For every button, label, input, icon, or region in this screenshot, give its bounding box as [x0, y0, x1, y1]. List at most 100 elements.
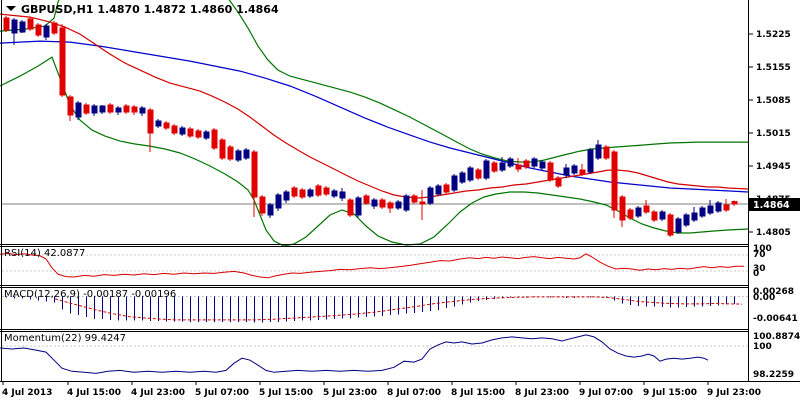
price-axis-label[interactable]: 1.4945	[756, 162, 791, 172]
price-axis-label[interactable]: 1.5155	[756, 63, 791, 73]
candle-body	[131, 106, 138, 113]
candle-body	[59, 27, 66, 96]
candle-body	[659, 211, 666, 220]
candle-body	[67, 96, 74, 116]
candle-body	[179, 127, 186, 135]
candle-body	[11, 19, 18, 34]
candle-body	[155, 120, 162, 127]
momentum-pane[interactable]	[0, 332, 748, 380]
candle-body	[107, 104, 114, 113]
rsi-pane[interactable]	[0, 247, 748, 285]
price-axis-label[interactable]: 1.5085	[756, 96, 791, 106]
candle-body	[507, 158, 514, 167]
candle-body	[35, 24, 42, 36]
candle-body	[595, 144, 602, 159]
candle-body	[363, 195, 370, 204]
candle-body	[451, 175, 458, 191]
price-axis-label[interactable]: 1.5225	[756, 30, 791, 40]
candle-body	[315, 185, 322, 196]
time-axis-label[interactable]: 9 Jul 15:00	[643, 388, 697, 398]
candle-body	[683, 214, 690, 226]
momentum-scale-label[interactable]: 100	[753, 342, 772, 352]
time-axis-label[interactable]: 8 Jul 23:00	[515, 388, 569, 398]
candle-body	[251, 151, 258, 198]
candle-body	[91, 105, 98, 114]
candle-body	[459, 172, 466, 183]
price-axis-label[interactable]: 1.5015	[756, 129, 791, 139]
time-scale-row[interactable]	[0, 382, 800, 400]
indicator-series-layer	[0, 252, 744, 374]
axis-labels-layer[interactable]: 1.52251.51551.50851.50151.49451.48751.48…	[2, 30, 800, 398]
candle-body	[19, 21, 26, 33]
candle-body	[75, 102, 82, 118]
candle-body	[187, 128, 194, 137]
rsi-scale-label[interactable]: 70	[753, 250, 766, 260]
momentum-line	[0, 334, 709, 374]
candle-body	[499, 162, 506, 171]
symbol-dropdown-icon[interactable]	[6, 6, 16, 11]
candle-body	[427, 187, 434, 204]
candle-body	[243, 149, 250, 159]
macd-scale-label[interactable]: 0.00268	[753, 287, 794, 297]
time-axis-label[interactable]: 8 Jul 07:00	[387, 388, 441, 398]
candle-body	[587, 149, 594, 173]
time-axis-label[interactable]: 9 Jul 07:00	[579, 388, 633, 398]
candle-body	[635, 207, 642, 217]
candle-body	[723, 204, 730, 211]
bid-price-box: 1.4864	[749, 198, 800, 211]
candle-body	[667, 214, 674, 236]
candles-layer	[3, 16, 738, 237]
time-axis-label[interactable]: 5 Jul 07:00	[195, 388, 249, 398]
rsi-scale-label[interactable]: 100	[753, 244, 772, 254]
time-axis-label[interactable]: 9 Jul 23:00	[707, 388, 761, 398]
macd-scale-label[interactable]: -0.00641	[753, 314, 798, 324]
time-axis-label[interactable]: 8 Jul 15:00	[451, 388, 505, 398]
time-axis-label[interactable]: 4 Jul 2013	[2, 388, 52, 398]
rsi-scale-label[interactable]: 30	[753, 264, 766, 274]
candle-body	[715, 202, 722, 212]
candle-body	[259, 196, 266, 214]
candle-body	[139, 107, 146, 114]
candle-body	[731, 200, 738, 205]
candle-body	[627, 209, 634, 219]
candle-body	[123, 105, 130, 113]
candle-body	[651, 211, 658, 221]
candle-body	[171, 125, 178, 134]
candle-body	[707, 205, 714, 214]
candle-body	[643, 205, 650, 213]
candle-body	[195, 130, 202, 138]
candle-body	[699, 207, 706, 217]
candle-body	[163, 122, 170, 129]
candle-body	[611, 151, 618, 211]
candle-body	[235, 150, 242, 161]
candle-body	[99, 105, 106, 113]
candle-body	[403, 195, 410, 211]
candle-body	[379, 199, 386, 208]
candle-body	[563, 167, 570, 176]
candle-body	[331, 190, 338, 197]
candle-body	[323, 187, 330, 195]
time-axis-label[interactable]: 4 Jul 15:00	[67, 388, 121, 398]
candle-body	[347, 199, 354, 216]
price-scale-column[interactable]	[749, 0, 800, 381]
candle-body	[619, 196, 626, 221]
price-axis-label[interactable]: 1.4805	[756, 228, 791, 238]
time-axis-label[interactable]: 4 Jul 23:00	[131, 388, 185, 398]
bid-price-box-bg	[749, 198, 800, 211]
candle-body	[491, 162, 498, 172]
time-axis-label[interactable]: 5 Jul 23:00	[323, 388, 377, 398]
time-axis-label[interactable]: 5 Jul 15:00	[259, 388, 313, 398]
momentum-scale-label[interactable]: 98.2259	[753, 370, 794, 380]
candle-body	[291, 187, 298, 197]
candle-body	[691, 212, 698, 221]
candle-body	[43, 25, 50, 38]
macd-scale-label[interactable]: 0.00	[753, 293, 775, 303]
candle-body	[579, 169, 586, 175]
macd-label: MACD(12,26,9) -0.00187 -0.00196	[4, 289, 176, 300]
rsi-scale-label[interactable]: 0	[753, 269, 759, 279]
candle-body	[371, 199, 378, 207]
candle-body	[603, 146, 610, 159]
momentum-scale-label[interactable]: 100.8874	[753, 332, 800, 342]
candle-body	[571, 165, 578, 174]
